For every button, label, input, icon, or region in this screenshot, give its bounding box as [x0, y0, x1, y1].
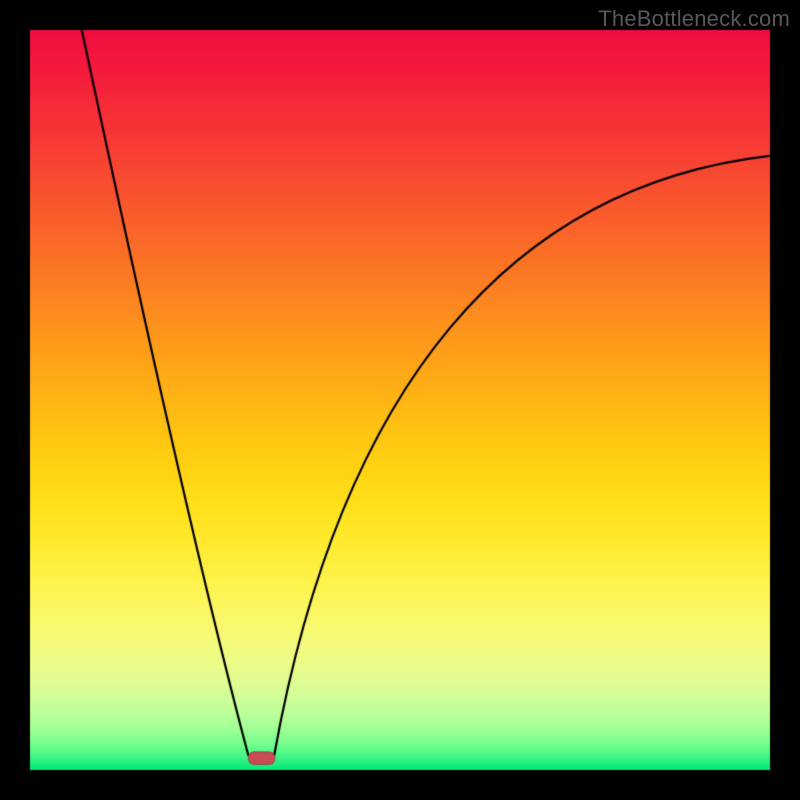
watermark-label: TheBottleneck.com — [598, 6, 790, 32]
chart-container: TheBottleneck.com — [0, 0, 800, 800]
bottleneck-curve — [0, 0, 800, 800]
